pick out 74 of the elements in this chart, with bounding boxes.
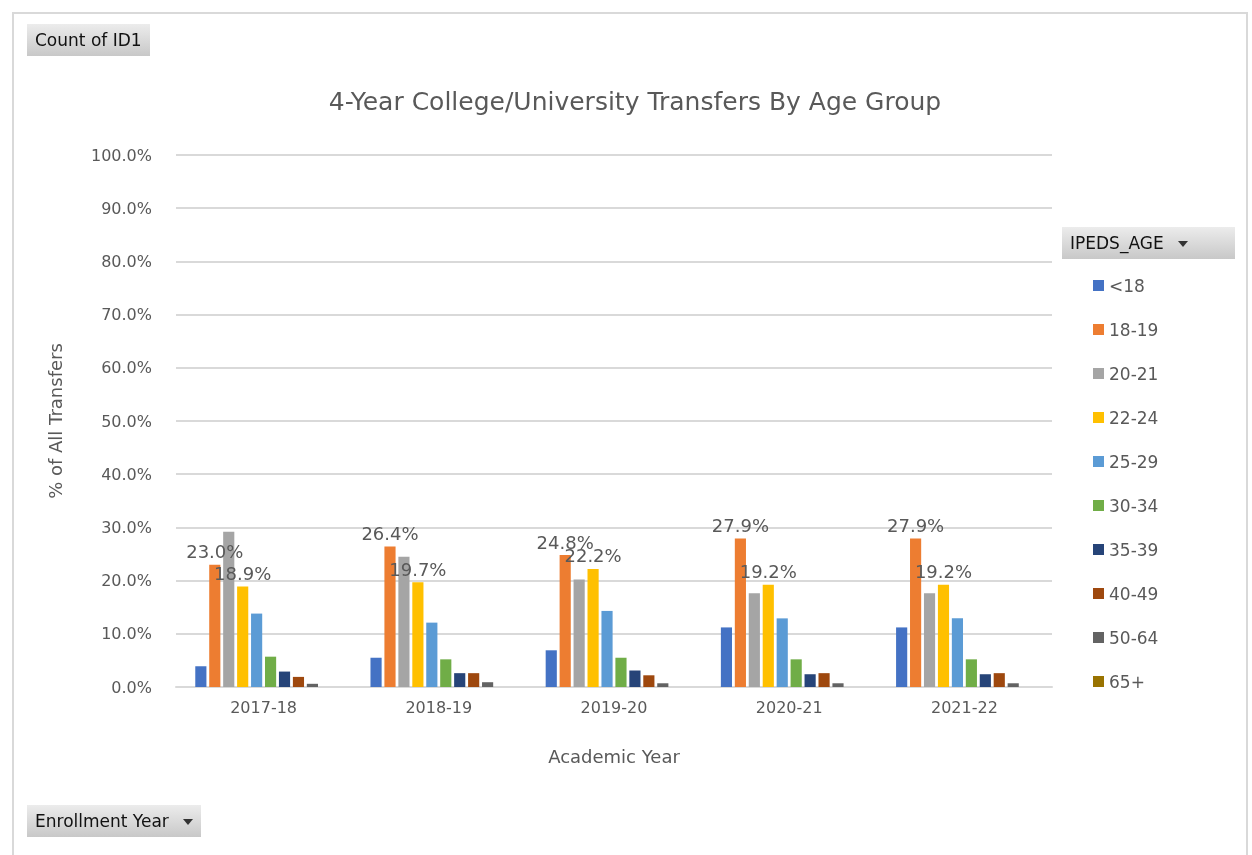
y-tick-label: 20.0% <box>101 571 152 591</box>
legend-label: 20-21 <box>1109 363 1159 384</box>
bar <box>790 659 802 687</box>
bar <box>776 618 788 687</box>
y-tick-label: 30.0% <box>101 517 152 537</box>
bar <box>292 676 305 687</box>
legend-label: 35-39 <box>1109 539 1159 560</box>
y-tick-label: 100.0% <box>90 145 152 165</box>
legend-label: 40-49 <box>1109 583 1159 604</box>
legend-label: 50-64 <box>1109 627 1159 648</box>
bar <box>573 579 585 687</box>
bar <box>993 673 1005 687</box>
x-tick-label: 2019-20 <box>580 697 648 717</box>
data-label: 23.0% <box>186 541 244 563</box>
text: Enrollment Year <box>27 805 201 837</box>
bar <box>440 659 452 687</box>
bar <box>601 610 613 687</box>
bar <box>965 659 977 687</box>
bar <box>748 593 760 687</box>
data-label: 26.4% <box>361 523 419 545</box>
bar <box>468 673 480 687</box>
bar <box>426 622 438 687</box>
bar <box>979 674 991 687</box>
bar <box>657 683 669 687</box>
x-tick-label: 2018-19 <box>405 697 473 717</box>
bar <box>818 673 830 687</box>
chart-title: 4-Year College/University Transfers By Age Group <box>328 87 942 116</box>
bar <box>951 618 964 687</box>
x-tick-label: 2020-21 <box>755 697 823 717</box>
y-tick-label: 80.0% <box>101 251 152 271</box>
x-tick-label: 2021-22 <box>930 697 998 717</box>
data-label: 27.9% <box>887 515 945 537</box>
bar <box>643 675 655 687</box>
bar <box>804 674 816 687</box>
x-axis-title: Academic Year <box>548 745 681 767</box>
bar <box>195 666 207 687</box>
y-tick-label: 90.0% <box>101 198 152 218</box>
bar <box>278 671 291 687</box>
bar <box>482 682 494 687</box>
bar <box>264 656 277 687</box>
y-tick-label: 60.0% <box>101 358 152 378</box>
bar <box>629 670 641 687</box>
bar <box>412 582 424 687</box>
bar <box>306 683 318 687</box>
legend-label: 25-29 <box>1109 451 1159 472</box>
legend-label: 22-24 <box>1109 407 1159 428</box>
bar <box>545 650 557 687</box>
legend-label: 65+ <box>1109 671 1145 692</box>
bar <box>1007 683 1019 687</box>
bar <box>587 568 599 687</box>
text: Count of ID1 <box>27 24 150 56</box>
y-tick-label: 10.0% <box>101 624 152 644</box>
y-tick-label: 50.0% <box>101 411 152 431</box>
bar <box>896 627 908 687</box>
legend-label: <18 <box>1109 275 1145 296</box>
y-tick-label: 70.0% <box>101 305 152 325</box>
bar <box>370 657 382 687</box>
legend-label: 18-19 <box>1109 319 1159 340</box>
bar <box>937 584 950 687</box>
bar <box>832 683 844 687</box>
bar <box>762 584 774 687</box>
bar <box>237 586 249 687</box>
legend-title: IPEDS_AGE <box>1062 227 1235 259</box>
y-tick-label: 0.0% <box>111 677 152 697</box>
bar <box>615 657 627 687</box>
data-label: 27.9% <box>711 515 769 537</box>
y-tick-label: 40.0% <box>101 464 152 484</box>
bar <box>251 613 263 687</box>
y-axis-title: % of All Transfers <box>44 343 66 499</box>
bar <box>720 627 733 687</box>
bar <box>923 593 936 687</box>
x-tick-label: 2017-18 <box>230 697 298 717</box>
bar <box>454 673 466 687</box>
legend-label: 30-34 <box>1109 495 1159 516</box>
